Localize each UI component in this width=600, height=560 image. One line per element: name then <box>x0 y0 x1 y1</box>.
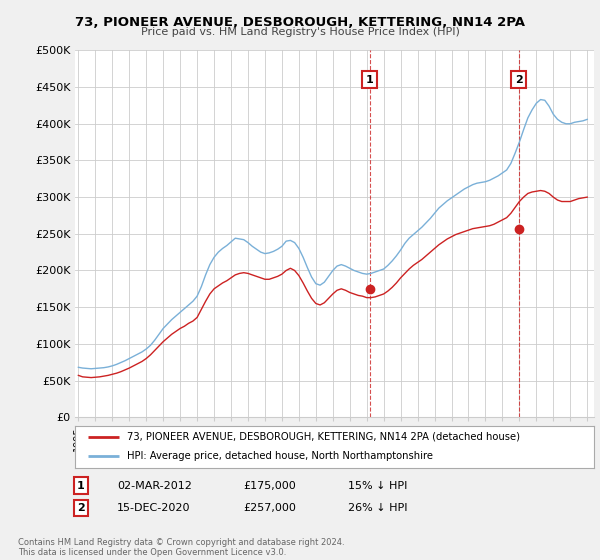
Text: 1: 1 <box>77 480 85 491</box>
Text: 2: 2 <box>515 74 523 85</box>
Text: 26% ↓ HPI: 26% ↓ HPI <box>348 503 407 513</box>
Text: 15-DEC-2020: 15-DEC-2020 <box>117 503 191 513</box>
Text: 02-MAR-2012: 02-MAR-2012 <box>117 480 192 491</box>
Text: Contains HM Land Registry data © Crown copyright and database right 2024.
This d: Contains HM Land Registry data © Crown c… <box>18 538 344 557</box>
Text: 73, PIONEER AVENUE, DESBOROUGH, KETTERING, NN14 2PA (detached house): 73, PIONEER AVENUE, DESBOROUGH, KETTERIN… <box>127 432 520 442</box>
Text: £257,000: £257,000 <box>243 503 296 513</box>
Text: 1: 1 <box>366 74 373 85</box>
Text: £175,000: £175,000 <box>243 480 296 491</box>
Text: 73, PIONEER AVENUE, DESBOROUGH, KETTERING, NN14 2PA: 73, PIONEER AVENUE, DESBOROUGH, KETTERIN… <box>75 16 525 29</box>
Text: Price paid vs. HM Land Registry's House Price Index (HPI): Price paid vs. HM Land Registry's House … <box>140 27 460 37</box>
Text: HPI: Average price, detached house, North Northamptonshire: HPI: Average price, detached house, Nort… <box>127 451 433 461</box>
Text: 2: 2 <box>77 503 85 513</box>
Text: 15% ↓ HPI: 15% ↓ HPI <box>348 480 407 491</box>
